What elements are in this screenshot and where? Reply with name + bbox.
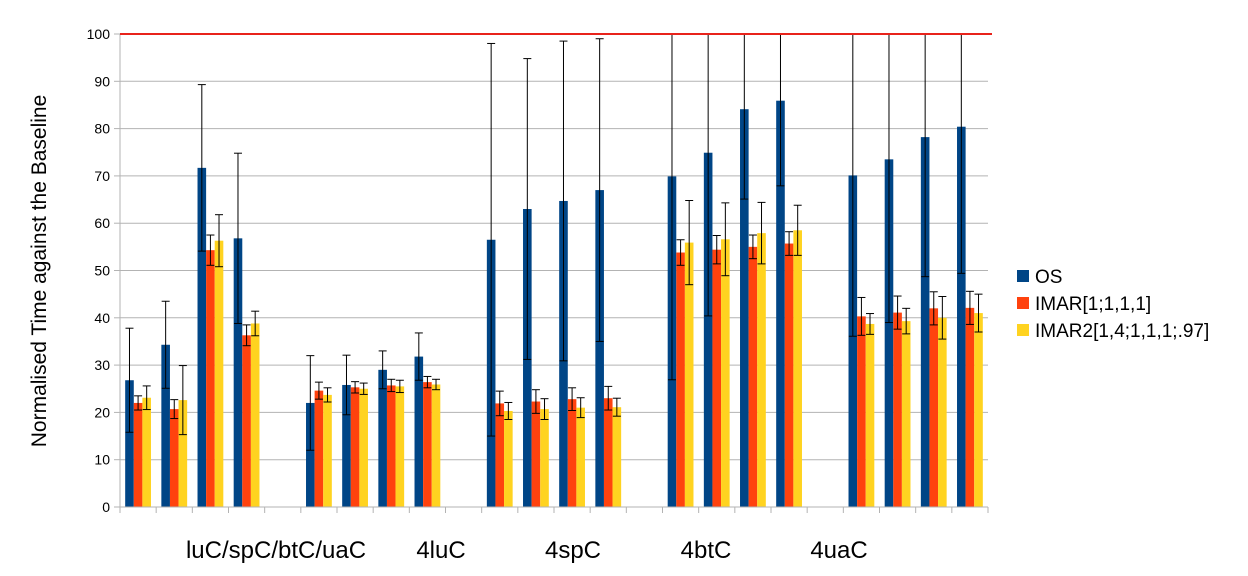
legend-label: IMAR2[1,4;1,1,1;.97] [1035, 321, 1209, 342]
bar [865, 323, 875, 507]
bar [793, 230, 802, 508]
bar [540, 409, 549, 507]
bar [233, 238, 243, 507]
bar [161, 344, 170, 507]
bar [957, 126, 966, 507]
bar [359, 388, 368, 507]
group-label: 4luC [416, 537, 465, 564]
y-axis-label: Normalised Time against the Baseline [28, 95, 51, 448]
bars [125, 100, 983, 508]
x-axis-ticks [119, 507, 989, 513]
error-bars [125, 33, 983, 451]
bar [306, 402, 315, 507]
y-tick-label: 90 [94, 73, 110, 89]
bar [740, 109, 749, 507]
bar [965, 307, 975, 507]
bar [612, 407, 622, 507]
y-tick-label: 70 [94, 168, 110, 184]
bar [504, 410, 513, 507]
bar [884, 159, 894, 507]
bar [776, 100, 785, 508]
bar [133, 402, 143, 507]
legend-swatch [1017, 297, 1029, 309]
bar [848, 175, 858, 507]
bar [703, 152, 713, 507]
bar [206, 250, 215, 507]
bar [214, 240, 224, 508]
legend: OS IMAR[1;1,1,1] IMAR2[1,4;1,1,1;.97] [1017, 267, 1209, 342]
bar [721, 239, 730, 508]
bar [197, 167, 207, 507]
bar [395, 386, 405, 507]
bar [378, 369, 387, 507]
bar [603, 398, 613, 507]
bar [350, 387, 360, 507]
y-axis-ticks: 0 10 20 30 40 50 60 70 80 90 100 [87, 26, 120, 515]
bar [250, 323, 260, 507]
y-tick-label: 50 [94, 263, 110, 279]
y-tick-label: 0 [102, 499, 110, 515]
y-tick-label: 10 [94, 452, 110, 468]
legend-label: OS [1035, 267, 1062, 288]
bar [495, 403, 505, 507]
bar [757, 233, 766, 507]
bar [595, 190, 604, 507]
bar [142, 397, 151, 507]
legend-swatch [1017, 324, 1029, 336]
bar [576, 407, 585, 507]
group-label: 4uaC [810, 537, 867, 564]
y-tick-label: 30 [94, 357, 110, 373]
bar [314, 390, 324, 507]
group-label: luC/spC/btC/uaC [186, 537, 366, 564]
y-tick-label: 40 [94, 310, 110, 326]
bar [323, 394, 332, 507]
bar [712, 249, 722, 508]
bar [929, 308, 939, 507]
bar [531, 401, 541, 507]
bar [974, 313, 983, 507]
group-label: 4spC [545, 537, 601, 564]
bar [784, 243, 794, 507]
y-tick-label: 80 [94, 121, 110, 137]
y-tick-label: 20 [94, 404, 110, 420]
y-tick-label: 100 [87, 26, 111, 42]
bar [938, 317, 947, 507]
bar [684, 242, 694, 507]
bar [857, 316, 866, 507]
legend-label: IMAR[1;1,1,1] [1035, 294, 1151, 315]
bar [386, 385, 396, 507]
bar [920, 137, 930, 507]
bar [567, 399, 577, 507]
bar [169, 409, 179, 507]
bar [342, 384, 351, 507]
legend-swatch [1017, 270, 1029, 282]
bar [423, 382, 432, 507]
bar [242, 335, 251, 507]
bar [901, 321, 911, 507]
bar [414, 356, 424, 507]
group-label: 4btC [681, 537, 732, 564]
group-labels: luC/spC/btC/uaC 4luC 4spC 4btC 4uaC [186, 537, 868, 564]
bar [748, 246, 758, 507]
bar [676, 252, 685, 507]
bar [431, 384, 441, 507]
y-tick-label: 60 [94, 215, 110, 231]
bar [893, 312, 902, 507]
bar [125, 380, 134, 507]
bar [178, 400, 188, 507]
